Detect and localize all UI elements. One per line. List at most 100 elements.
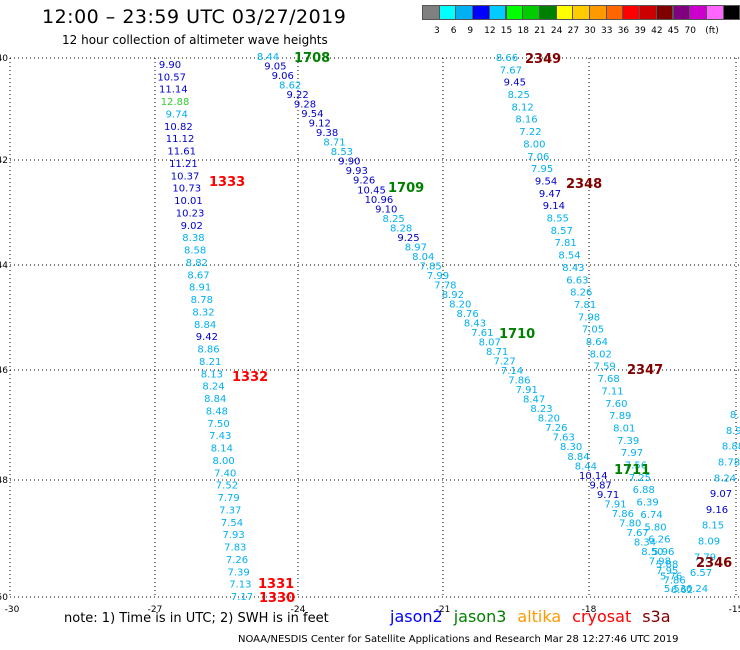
swh-value: 7.05	[582, 325, 604, 336]
swh-value: 9.05	[264, 62, 286, 73]
swh-value: 7.13	[229, 580, 251, 591]
swh-value: 8.97	[405, 242, 427, 253]
satellite-legend: jason2 jason3 altika cryosat s3a	[390, 607, 682, 626]
swh-value: 8.84	[567, 452, 589, 463]
map-title: 12:00 – 23:59 UTC 03/27/2019	[42, 6, 347, 28]
legend-label: 12	[484, 26, 496, 36]
pass-label: 1330	[259, 591, 295, 606]
swh-value: 7.98	[578, 312, 600, 323]
satellite-jason3: jason3	[453, 607, 507, 626]
swh-value: 9.87	[590, 480, 612, 491]
swh-value: 7.91	[516, 385, 538, 396]
legend-label: 33	[601, 26, 613, 36]
swh-value: 8.92	[442, 290, 464, 301]
swh-value: 8.86	[197, 345, 219, 356]
swh-value: 9.14	[543, 201, 565, 212]
legend-label: 3	[434, 26, 440, 36]
footnote: note: 1) Time is in UTC; 2) SWH is in fe…	[64, 611, 329, 626]
lat-tick-label: 40	[0, 54, 8, 64]
swh-value: 10.96	[365, 195, 394, 206]
swh-value: 7.86	[612, 509, 634, 520]
swh-value: 8.28	[390, 223, 412, 234]
satellite-cryosat: cryosat	[572, 607, 632, 626]
swh-value: 8.91	[189, 283, 211, 294]
credit-line: NOAA/NESDIS Center for Satellite Applica…	[238, 634, 679, 645]
swh-value: 8.53	[331, 147, 353, 158]
swh-value: 8.34	[634, 537, 656, 548]
swh-value: 8.54	[558, 251, 580, 262]
swh-value: 6.24	[686, 584, 708, 595]
legend-label: 9	[467, 26, 474, 36]
swh-value: 8.62	[279, 81, 301, 92]
swh-value: 8.23	[530, 404, 552, 415]
swh-value: 7.17	[231, 592, 253, 603]
swh-value: 7.83	[224, 543, 246, 554]
swh-value: 8.00	[212, 456, 234, 467]
swh-value: 7.99	[427, 271, 449, 282]
swh-value: 7.06	[527, 152, 549, 163]
swh-value: 8.07	[479, 338, 501, 349]
swh-value: 8.41	[730, 410, 740, 421]
legend-unit: (ft)	[705, 26, 719, 36]
swh-value: 9.12	[309, 119, 331, 130]
swh-value: 8.12	[511, 102, 533, 113]
swh-value: 7.26	[226, 555, 248, 566]
swh-value: 7.78	[434, 280, 456, 291]
swh-value: 8.64	[586, 337, 608, 348]
pass-label: 2349	[525, 52, 561, 67]
swh-value: 8.20	[538, 414, 560, 425]
swh-value: 7.95	[531, 164, 553, 175]
swh-value: 5.53	[664, 584, 686, 595]
swh-value: 10.82	[164, 122, 193, 133]
swh-value: 7.54	[221, 518, 243, 529]
swh-value: 7.81	[554, 238, 576, 249]
swh-value: 10.45	[357, 185, 386, 196]
pass-label: 1333	[209, 175, 245, 190]
swh-value: 8.71	[323, 138, 345, 149]
lon-tick-label: -15	[729, 605, 740, 615]
lon-tick-label: -18	[582, 605, 597, 615]
swh-value: 8.43	[562, 263, 584, 274]
swh-value: 9.25	[397, 233, 419, 244]
swh-value: 6.74	[640, 510, 662, 521]
swh-value: 8.02	[590, 349, 612, 360]
swh-value: 7.50	[207, 419, 229, 430]
swh-value: 7.86	[663, 575, 685, 586]
map-subtitle: 12 hour collection of altimeter wave hei…	[62, 33, 328, 47]
swh-value: 8.84	[204, 394, 226, 405]
pass-label: 1331	[258, 577, 294, 592]
swh-value: 6.62	[671, 585, 693, 596]
swh-value: 8.25	[383, 214, 405, 225]
swh-value: 8.78	[191, 295, 213, 306]
swh-value: 8.76	[456, 309, 478, 320]
swh-value: 8.32	[192, 307, 214, 318]
swh-value: 7.27	[493, 357, 515, 368]
swh-value: 9.02	[181, 221, 203, 232]
swh-value: 8.58	[184, 246, 206, 257]
legend-label: 24	[550, 26, 563, 36]
swh-value: 7.89	[609, 411, 631, 422]
swh-value: 8.13	[201, 369, 223, 380]
legend-label: 30	[584, 26, 596, 36]
swh-value: 9.54	[535, 176, 557, 187]
pass-label: 1709	[388, 181, 424, 196]
swh-value: 7.25	[629, 473, 651, 484]
swh-value: 7.67	[500, 65, 522, 76]
swh-value: 7.79	[694, 552, 716, 563]
swh-value: 8.15	[702, 521, 724, 532]
swh-value: 5.80	[644, 522, 666, 533]
swh-value: 7.14	[501, 366, 523, 377]
swh-value: 9.26	[353, 176, 375, 187]
swh-value: 8.09	[698, 537, 720, 548]
swh-value: 8.01	[613, 423, 635, 434]
legend-label: 27	[567, 26, 580, 36]
legend-label: 15	[500, 26, 513, 36]
swh-value: 7.86	[508, 376, 530, 387]
swh-value: 7.79	[217, 493, 239, 504]
legend-label: 21	[534, 26, 546, 36]
swh-value: 5.96	[652, 547, 674, 558]
swh-value: 7.85	[420, 261, 442, 272]
swh-value: 6.88	[633, 485, 655, 496]
swh-value: 7.93	[222, 530, 244, 541]
